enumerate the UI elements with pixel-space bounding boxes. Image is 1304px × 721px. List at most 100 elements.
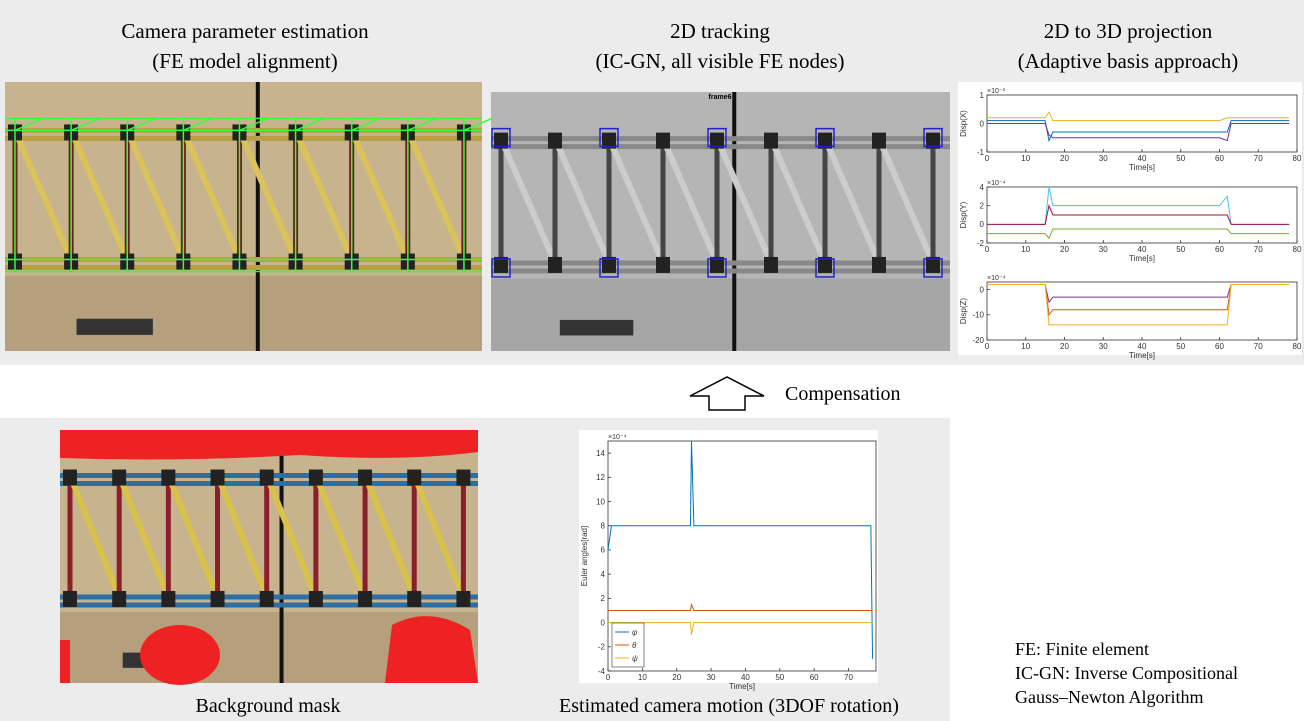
joint [456, 591, 470, 607]
axis-exponent: ×10⁻³ [987, 88, 1006, 95]
x-tick-label: 30 [1099, 154, 1108, 163]
y-tick-label: 10 [596, 497, 605, 506]
x-tick-label: 60 [1215, 342, 1224, 351]
y-tick-label: 2 [980, 201, 985, 210]
joint [764, 133, 778, 149]
axis-exponent: ×10⁻⁴ [608, 434, 627, 441]
x-tick-label: 20 [1060, 245, 1069, 254]
y-tick-label: -20 [972, 336, 984, 345]
y-axis-label: Disp(Y) [959, 201, 968, 228]
joint [407, 591, 421, 607]
x-tick-label: 10 [1021, 342, 1030, 351]
title: (FE model alignment) [152, 49, 337, 73]
joint [309, 591, 323, 607]
x-tick-label: 50 [1176, 154, 1185, 163]
title: 2D to 3D projection [1044, 19, 1213, 43]
joint [872, 133, 886, 149]
x-tick-label: 30 [1099, 245, 1108, 254]
x-tick-label: 10 [1021, 154, 1030, 163]
joint [260, 591, 274, 607]
note: Gauss–Newton Algorithm [1015, 687, 1204, 707]
joint [260, 470, 274, 486]
joint [309, 470, 323, 486]
photo-tracking [491, 92, 950, 351]
axis-exponent: ×10⁻⁴ [987, 180, 1006, 187]
x-tick-label: 60 [1215, 245, 1224, 254]
joint [358, 470, 372, 486]
y-axis-label: Euler angles[rad] [580, 526, 589, 586]
y-tick-label: 12 [596, 473, 605, 482]
x-tick-label: 80 [1293, 342, 1302, 351]
x-tick-label: 0 [985, 154, 990, 163]
title: Camera parameter estimation [121, 19, 369, 43]
x-tick-label: 20 [1060, 154, 1069, 163]
joint [161, 591, 175, 607]
x-tick-label: 10 [1021, 245, 1030, 254]
x-axis-label: Time[s] [1129, 163, 1155, 172]
x-axis-label: Time[s] [1129, 254, 1155, 263]
y-tick-label: -2 [977, 239, 985, 248]
y-tick-label: 1 [980, 91, 985, 100]
joint [211, 470, 225, 486]
x-tick-label: 70 [1254, 245, 1263, 254]
y-tick-label: 0 [980, 119, 985, 128]
y-tick-label: 0 [601, 618, 606, 627]
photo-floor [5, 276, 482, 351]
x-tick-label: 70 [1254, 342, 1263, 351]
plot-frame [608, 441, 876, 671]
y-axis-label: Disp(X) [959, 110, 968, 137]
x-tick-label: 0 [606, 673, 611, 682]
y-tick-label: 0 [980, 285, 985, 294]
y-axis-label: Disp(Z) [959, 298, 968, 325]
axis-exponent: ×10⁻⁴ [987, 275, 1006, 282]
pedestal [77, 319, 153, 335]
x-tick-label: 50 [1176, 342, 1185, 351]
note: IC-GN: Inverse Compositional [1015, 663, 1238, 683]
y-tick-label: 2 [601, 594, 606, 603]
joint [548, 257, 562, 273]
joint [656, 133, 670, 149]
y-tick-label: 4 [980, 183, 985, 192]
x-tick-label: 40 [741, 673, 750, 682]
legend-label: φ [632, 628, 637, 637]
y-tick-label: -1 [977, 148, 985, 157]
joint [112, 591, 126, 607]
joint [456, 470, 470, 486]
mask-region [60, 640, 70, 683]
y-tick-label: 14 [596, 449, 605, 458]
x-tick-label: 0 [985, 245, 990, 254]
x-tick-label: 20 [672, 673, 681, 682]
y-tick-label: -4 [598, 667, 606, 676]
caption: Background mask [196, 695, 341, 717]
frame-label: frame6 [709, 94, 732, 101]
joint [112, 470, 126, 486]
mask-region [60, 430, 478, 459]
x-tick-label: 50 [775, 673, 784, 682]
title: (Adaptive basis approach) [1018, 49, 1238, 73]
photo-floor [491, 278, 950, 351]
y-tick-label: 6 [601, 546, 606, 555]
joint [161, 470, 175, 486]
y-tick-label: 8 [601, 522, 606, 531]
y-tick-label: -10 [972, 311, 984, 320]
x-tick-label: 70 [844, 673, 853, 682]
plot-frame [987, 282, 1297, 340]
x-tick-label: 30 [1099, 342, 1108, 351]
x-axis-label: Time[s] [1129, 351, 1155, 360]
x-tick-label: 20 [1060, 342, 1069, 351]
joint [872, 257, 886, 273]
title: (IC-GN, all visible FE nodes) [595, 49, 844, 73]
chart: 010203040506070-4-202468101214Time[s]Eul… [580, 434, 876, 691]
legend-label: ψ [632, 654, 638, 663]
joint [63, 591, 77, 607]
x-tick-label: 40 [1138, 245, 1147, 254]
joint [764, 257, 778, 273]
mask-region [140, 625, 220, 685]
joint [656, 257, 670, 273]
x-axis-label: Time[s] [729, 682, 755, 691]
joint [63, 470, 77, 486]
joint [211, 591, 225, 607]
pedestal [560, 320, 633, 336]
joint [358, 591, 372, 607]
y-tick-label: 4 [601, 570, 606, 579]
